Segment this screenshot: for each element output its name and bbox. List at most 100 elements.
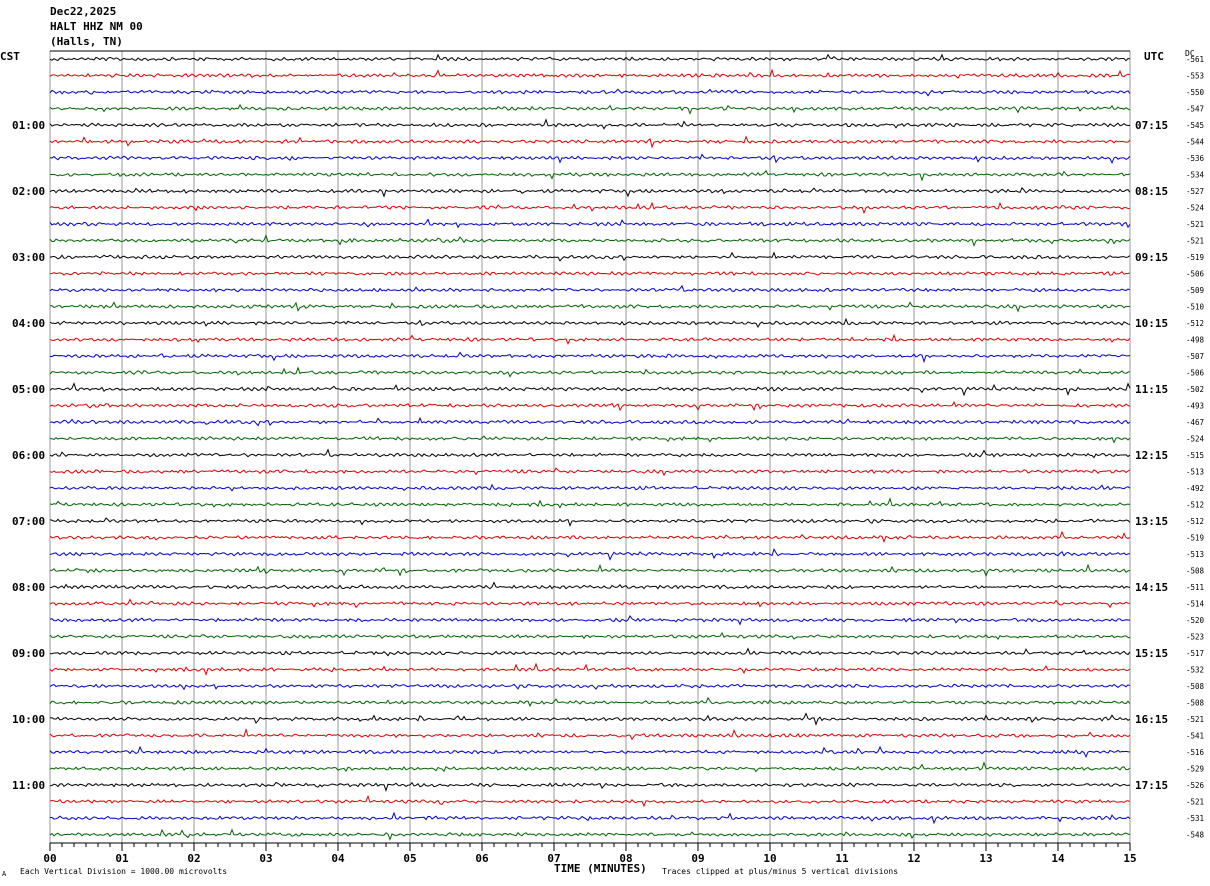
seismic-trace xyxy=(49,333,1131,346)
seismic-trace xyxy=(49,88,1131,97)
seismic-trace xyxy=(49,761,1131,773)
left-timezone-label: CST xyxy=(0,50,20,63)
seismic-trace xyxy=(49,401,1131,412)
x-tick-label: 13 xyxy=(979,852,992,865)
dc-offset-label: -508 xyxy=(1186,682,1205,691)
right-hour-label: 11:15 xyxy=(1135,383,1168,396)
seismic-trace xyxy=(49,135,1131,149)
seismic-trace xyxy=(49,382,1131,397)
dc-offset-label: -511 xyxy=(1186,583,1204,592)
dc-offset-label: -513 xyxy=(1186,550,1204,559)
x-tick-label: 03 xyxy=(259,852,272,865)
dc-offset-label: -509 xyxy=(1186,286,1204,295)
seismic-trace xyxy=(49,563,1131,578)
left-hour-label: 11:00 xyxy=(12,779,45,792)
dc-offset-label: -515 xyxy=(1186,451,1204,460)
dc-offset-label: -544 xyxy=(1186,138,1205,147)
seismic-trace xyxy=(49,301,1131,313)
dc-offset-label: -506 xyxy=(1186,369,1205,378)
station-location: (Halls, TN) xyxy=(50,35,123,48)
seismic-trace xyxy=(49,53,1131,62)
dc-offset-label: -524 xyxy=(1186,204,1205,213)
left-hour-label: 08:00 xyxy=(12,581,45,594)
seismic-trace xyxy=(49,828,1131,841)
dc-offset-label: -526 xyxy=(1186,781,1205,790)
seismic-trace xyxy=(49,351,1131,364)
dc-offset-label: -519 xyxy=(1186,253,1204,262)
left-hour-label: 07:00 xyxy=(12,515,45,528)
x-tick-label: 14 xyxy=(1051,852,1065,865)
scale-note: Each Vertical Division = 1000.00 microvo… xyxy=(20,867,228,876)
time-axis: 00 01 02 03 04 05 06 07 08 09 10 11 12 13 14 15 xyxy=(43,842,1137,865)
x-tick-label: 08 xyxy=(619,852,632,865)
seismic-trace xyxy=(49,234,1131,247)
seismic-trace xyxy=(49,745,1131,759)
seismic-trace xyxy=(49,683,1131,691)
dc-offset-label: -510 xyxy=(1186,303,1205,312)
right-hour-label: 12:15 xyxy=(1135,449,1168,462)
seismic-trace xyxy=(49,662,1131,676)
seismic-trace xyxy=(49,647,1131,657)
dc-offset-label: -536 xyxy=(1186,154,1205,163)
x-tick-label: 12 xyxy=(907,852,920,865)
time-labels: -561 -553 -550 -547 -545 -544 -536 -534 -527 -524… xyxy=(12,55,1205,840)
seismic-trace xyxy=(49,251,1131,262)
right-hour-label: 09:15 xyxy=(1135,251,1168,264)
left-hour-label: 02:00 xyxy=(12,185,45,198)
seismic-trace xyxy=(49,270,1131,277)
right-hour-label: 07:15 xyxy=(1135,119,1168,132)
seismic-trace xyxy=(49,530,1131,544)
seismic-trace xyxy=(49,497,1131,509)
clip-note: Traces clipped at plus/minus 5 vertical … xyxy=(662,867,899,876)
dc-offset-label: -508 xyxy=(1186,567,1205,576)
seismic-trace xyxy=(49,598,1131,609)
dc-offset-label: -532 xyxy=(1186,666,1204,675)
x-tick-label: 02 xyxy=(187,852,200,865)
seismic-trace xyxy=(49,435,1131,444)
x-tick-label: 11 xyxy=(835,852,849,865)
dc-offset-label: -561 xyxy=(1186,55,1204,64)
dc-offset-label: -502 xyxy=(1186,385,1204,394)
seismic-trace xyxy=(49,712,1131,726)
dc-offset-label: -521 xyxy=(1186,715,1204,724)
dc-offset-label: -521 xyxy=(1186,220,1204,229)
left-hour-label: 03:00 xyxy=(12,251,45,264)
left-hour-label: 04:00 xyxy=(12,317,45,330)
right-hour-label: 15:15 xyxy=(1135,647,1168,660)
seismic-trace xyxy=(49,631,1131,640)
x-tick-label: 10 xyxy=(763,852,776,865)
dc-offset-label: -512 xyxy=(1186,319,1204,328)
seismic-trace xyxy=(49,467,1131,477)
x-tick-label: 00 xyxy=(43,852,56,865)
dc-header-label: DC xyxy=(1185,49,1195,58)
x-tick-label: 09 xyxy=(691,852,704,865)
x-tick-label: 05 xyxy=(403,852,416,865)
left-hour-label: 09:00 xyxy=(12,647,45,660)
plot-date: Dec22,2025 xyxy=(50,5,117,18)
station-code: HALT HHZ NM 00 xyxy=(50,20,143,33)
dc-offset-label: -523 xyxy=(1186,633,1204,642)
dc-offset-label: -508 xyxy=(1186,699,1205,708)
right-hour-label: 14:15 xyxy=(1135,581,1168,594)
seismic-trace xyxy=(49,416,1131,427)
seismic-trace xyxy=(49,153,1131,165)
dc-offset-label: -492 xyxy=(1186,484,1204,493)
dc-offset-label: -520 xyxy=(1186,616,1205,625)
left-hour-label: 06:00 xyxy=(12,449,45,462)
seismic-trace xyxy=(49,811,1131,825)
x-tick-label: 06 xyxy=(475,852,489,865)
seismic-trace xyxy=(49,483,1131,492)
dc-offset-label: -516 xyxy=(1186,748,1205,757)
right-hour-label: 17:15 xyxy=(1135,779,1168,792)
dc-offset-label: -550 xyxy=(1186,88,1205,97)
dc-offset-label: -545 xyxy=(1186,121,1204,130)
right-hour-label: 16:15 xyxy=(1135,713,1168,726)
seismic-trace xyxy=(49,186,1131,198)
seismic-trace xyxy=(49,448,1131,459)
dc-offset-label: -521 xyxy=(1186,237,1204,246)
seismic-trace xyxy=(49,103,1131,115)
dc-offset-label: -512 xyxy=(1186,517,1204,526)
dc-offset-label: -506 xyxy=(1186,270,1205,279)
x-tick-label: 07 xyxy=(547,852,560,865)
